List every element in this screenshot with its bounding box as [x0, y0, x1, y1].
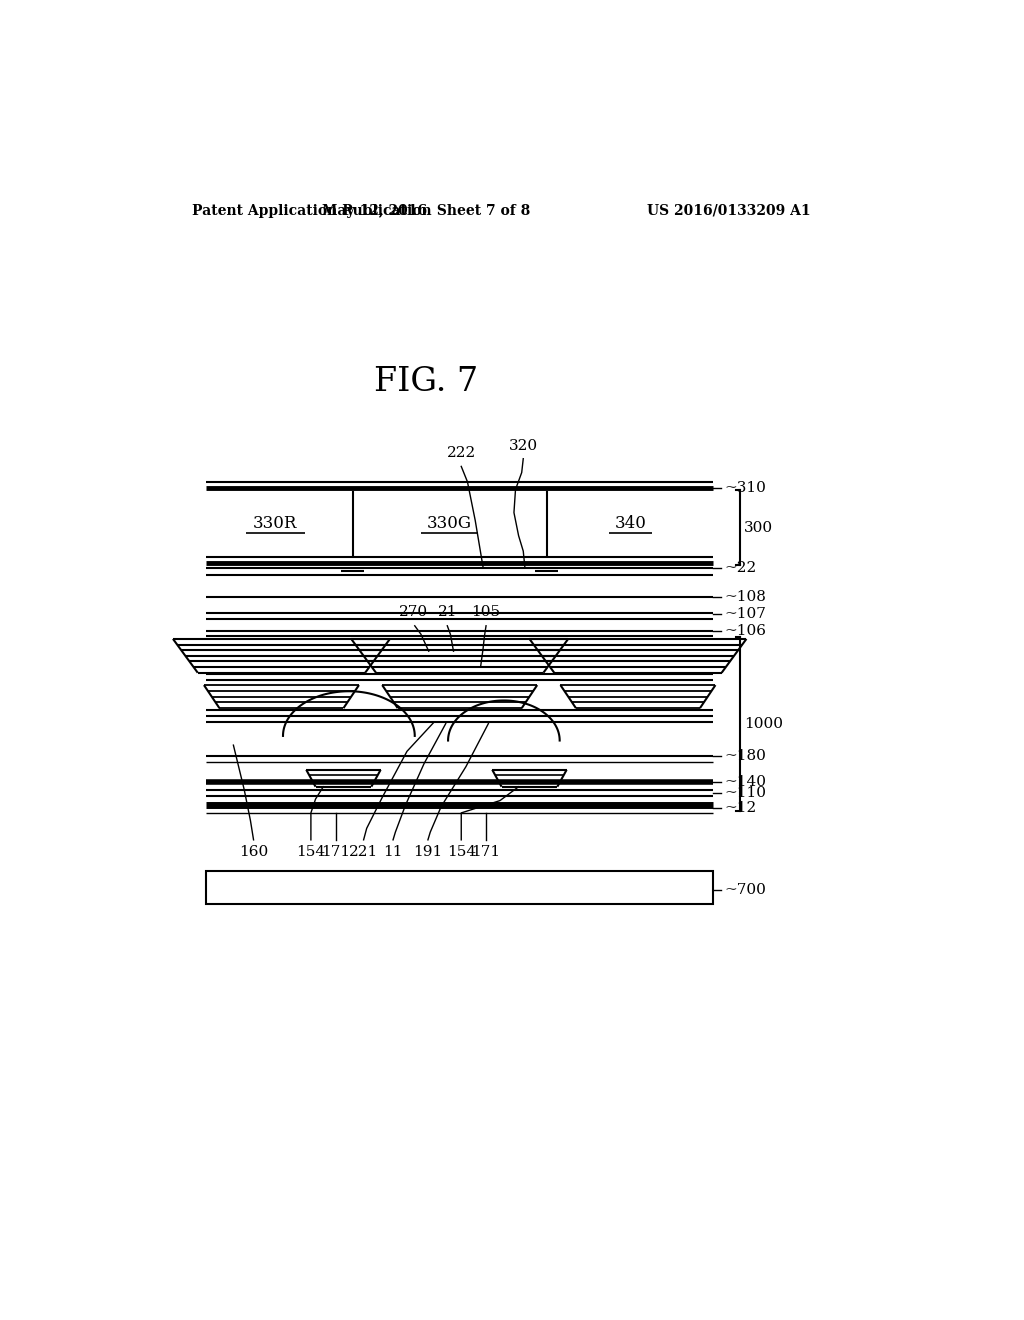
Text: 11: 11: [383, 845, 402, 859]
Text: ~110: ~110: [724, 785, 766, 800]
Bar: [206, 871, 713, 904]
Text: ~180: ~180: [724, 748, 766, 763]
Text: 222: 222: [446, 446, 476, 461]
Text: Patent Application Publication: Patent Application Publication: [191, 203, 431, 218]
Text: ~22: ~22: [724, 561, 757, 576]
Text: ~310: ~310: [724, 480, 766, 495]
Text: 340: 340: [614, 515, 646, 532]
Text: 21: 21: [437, 605, 457, 619]
Text: 330G: 330G: [427, 515, 472, 532]
Text: ~140: ~140: [724, 775, 766, 789]
Text: 320: 320: [509, 438, 538, 453]
Text: ~12: ~12: [724, 800, 757, 814]
Text: 1000: 1000: [744, 717, 783, 731]
Text: ~107: ~107: [724, 607, 766, 622]
Text: May 12, 2016  Sheet 7 of 8: May 12, 2016 Sheet 7 of 8: [323, 203, 530, 218]
Text: ~106: ~106: [724, 624, 766, 638]
Text: US 2016/0133209 A1: US 2016/0133209 A1: [647, 203, 811, 218]
Text: 105: 105: [471, 605, 501, 619]
Text: 300: 300: [744, 521, 773, 535]
Text: 154: 154: [446, 845, 476, 859]
Text: 154: 154: [296, 845, 326, 859]
Text: 270: 270: [398, 605, 428, 619]
Text: 221: 221: [349, 845, 378, 859]
Text: 330R: 330R: [253, 515, 297, 532]
Text: ~108: ~108: [724, 590, 766, 605]
Text: 191: 191: [414, 845, 442, 859]
Text: 171: 171: [471, 845, 501, 859]
Text: FIG. 7: FIG. 7: [375, 366, 478, 397]
Text: 160: 160: [239, 845, 268, 859]
Text: 171: 171: [322, 845, 350, 859]
Text: ~700: ~700: [724, 883, 766, 896]
